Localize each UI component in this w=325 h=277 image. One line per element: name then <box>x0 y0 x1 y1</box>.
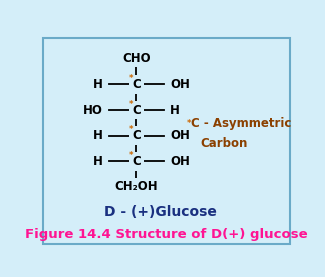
Text: Carbon: Carbon <box>201 137 248 150</box>
Text: H: H <box>92 155 102 168</box>
Text: Figure 14.4 Structure of D(+) glucose: Figure 14.4 Structure of D(+) glucose <box>25 228 308 241</box>
Text: C: C <box>132 129 141 142</box>
Text: C - Asymmetric: C - Asymmetric <box>191 117 292 130</box>
Text: *: * <box>129 74 133 83</box>
Text: D - (+)Glucose: D - (+)Glucose <box>104 206 216 219</box>
Text: H: H <box>170 104 180 117</box>
Text: OH: OH <box>170 78 190 91</box>
Text: C: C <box>132 104 141 117</box>
Text: H: H <box>92 129 102 142</box>
Text: H: H <box>92 78 102 91</box>
Text: HO: HO <box>83 104 102 117</box>
Text: CH₂OH: CH₂OH <box>114 180 158 193</box>
Text: C: C <box>132 78 141 91</box>
Text: *: * <box>187 119 191 128</box>
Text: *: * <box>129 151 133 160</box>
Text: *: * <box>129 99 133 109</box>
Text: C: C <box>132 155 141 168</box>
Text: OH: OH <box>170 129 190 142</box>
Text: OH: OH <box>170 155 190 168</box>
Text: CHO: CHO <box>122 52 151 65</box>
FancyBboxPatch shape <box>43 37 290 244</box>
Text: *: * <box>129 125 133 134</box>
